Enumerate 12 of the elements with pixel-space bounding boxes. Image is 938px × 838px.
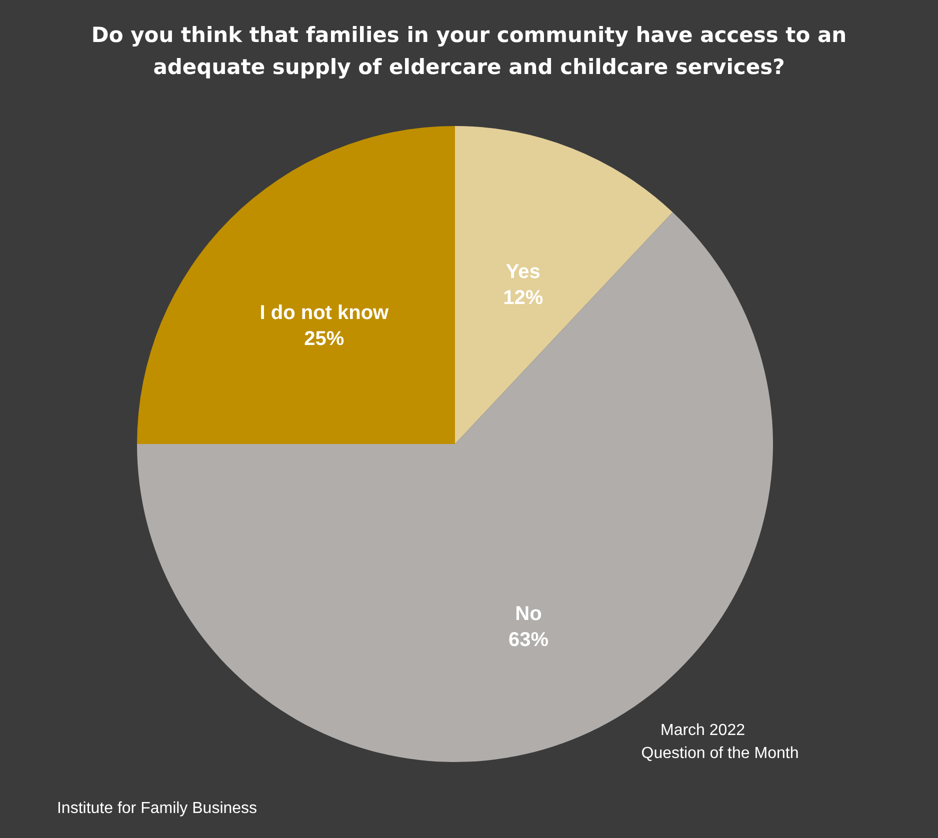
pie-slice	[137, 126, 455, 444]
slice-label: No	[515, 602, 542, 625]
data-label: 63%	[508, 628, 549, 651]
chart-title: Do you think that families in your community have access to an adequate supply of eldercare and childcare services?	[91, 23, 847, 79]
text: Question of the Month	[641, 745, 799, 762]
data-label: 25%	[304, 328, 344, 350]
text: Institute for Family Business	[56, 800, 258, 817]
slice-label: Yes	[506, 260, 540, 283]
data-label: 12%	[503, 286, 544, 309]
text: March 2022	[660, 722, 746, 739]
slice-label: I do not know	[260, 302, 390, 324]
pie-slice	[455, 126, 673, 444]
